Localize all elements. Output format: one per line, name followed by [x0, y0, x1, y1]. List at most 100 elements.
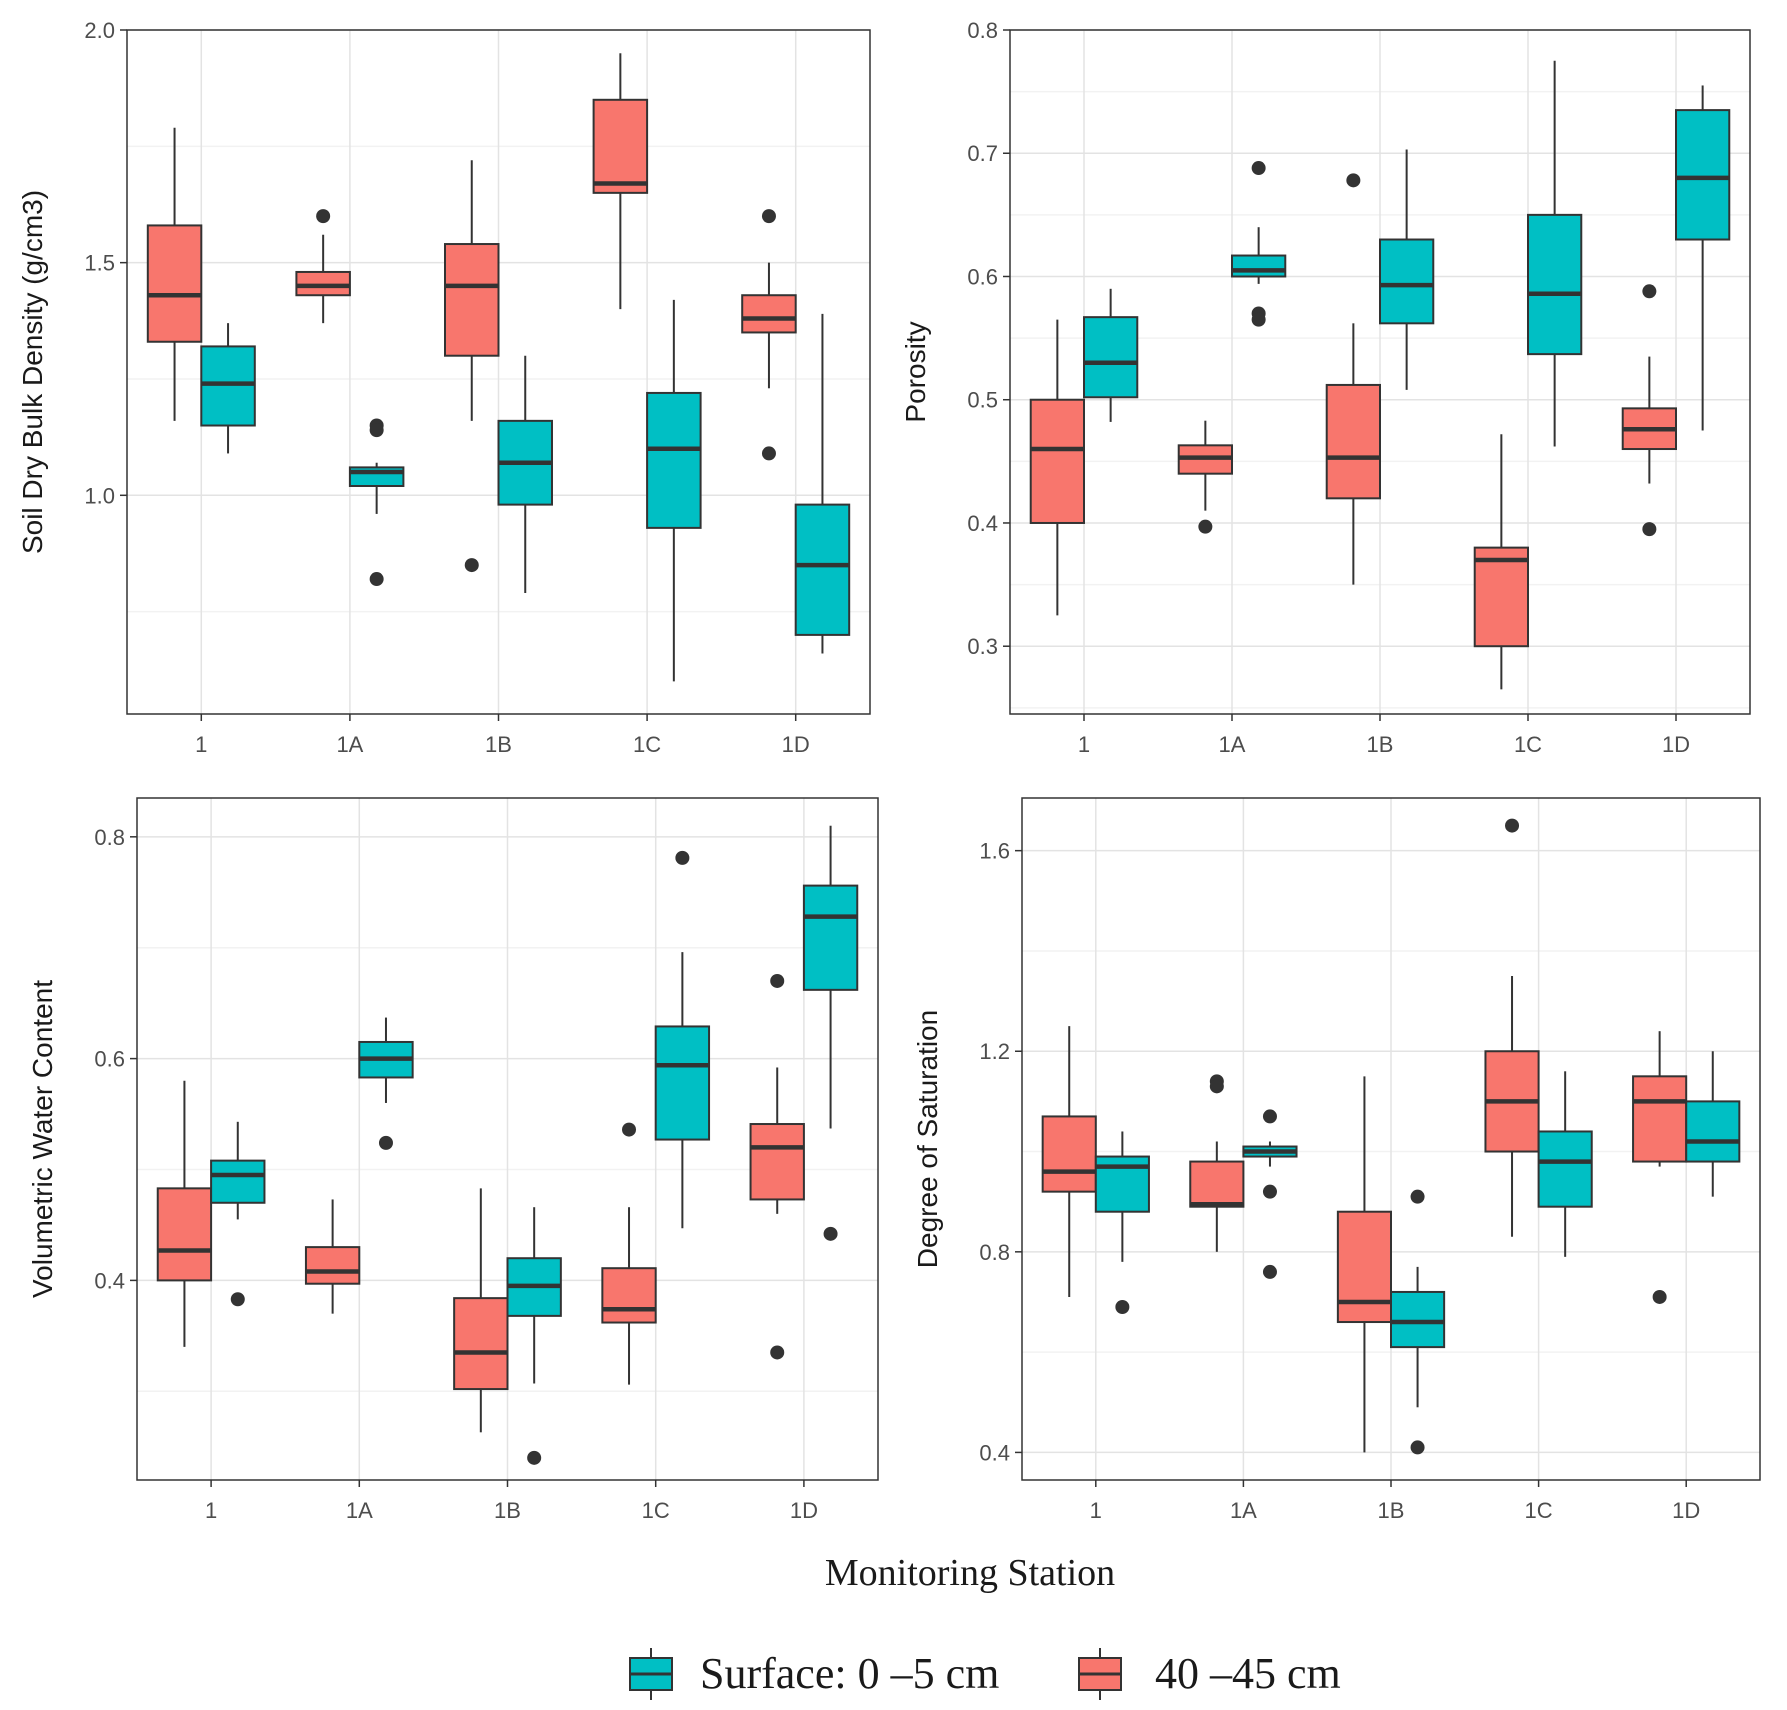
panel-1: 1.0 1.5 2.0 1 1A 1B 1C 1D Soil Dry Bulk Density … [17, 18, 871, 757]
box-surface-1D [1675, 85, 1731, 431]
panel-3: 0.4 0.6 0.8 1 1A 1B 1C 1D Volumetric Water Conte… [27, 797, 879, 1523]
box-surface-1A [348, 418, 405, 587]
box-iqr [592, 98, 649, 194]
outlier-point [675, 850, 690, 865]
x-tick-label: 1C [642, 1498, 670, 1523]
box-iqr [1685, 1100, 1741, 1163]
y-tick-label: 0.5 [967, 388, 998, 413]
outlier-point [1652, 1289, 1667, 1304]
box-iqr [1083, 316, 1139, 399]
x-tick-label: 1D [1662, 732, 1690, 757]
box-surface-1A [1231, 161, 1287, 327]
outlier-point [1209, 1079, 1224, 1094]
box-deep-1B [1325, 173, 1381, 585]
x-tick-label: 1A [336, 732, 363, 757]
box-surface-1B [506, 1207, 562, 1465]
outlier-point [1198, 519, 1213, 534]
y-tick-label: 0.6 [94, 1047, 125, 1072]
x-tick-label: 1C [633, 732, 661, 757]
panel-border [136, 797, 879, 1481]
x-tick-label: 1B [1378, 1498, 1405, 1523]
box-surface-1 [1094, 1131, 1150, 1314]
outlier-point [1642, 522, 1657, 537]
outlier-point [1346, 173, 1361, 188]
y-tick-label: 1.5 [84, 251, 115, 276]
box-deep-1D [741, 209, 797, 461]
legend-key-surface [629, 1648, 673, 1700]
y-tick-label: 1.0 [84, 483, 115, 508]
box-iqr [1675, 109, 1731, 241]
x-tick-label: 1 [1078, 732, 1090, 757]
box-surface-1C [654, 850, 711, 1229]
outlier-point [230, 1292, 245, 1307]
outlier-point [369, 572, 384, 587]
box-surface-1 [1083, 288, 1139, 422]
box-deep-1C [1473, 434, 1529, 690]
box-iqr [444, 243, 500, 357]
panel-border [1009, 29, 1751, 715]
box-iqr [741, 294, 797, 334]
box-iqr [1537, 1130, 1593, 1208]
outlier-point [770, 1345, 785, 1360]
box-deep-1 [1029, 319, 1085, 616]
y-axis-title: Porosity [900, 321, 931, 422]
y-tick-label: 0.4 [979, 1440, 1010, 1465]
box-deep-1A [304, 1199, 361, 1314]
x-tick-label: 1 [1090, 1498, 1102, 1523]
y-tick-label: 0.8 [94, 825, 125, 850]
outlier-point [1410, 1189, 1425, 1204]
box-surface-1D [794, 313, 851, 654]
box-iqr [1231, 254, 1287, 278]
box-surface-1C [1527, 60, 1583, 447]
box-surface-1B [497, 355, 553, 594]
y-tick-label: 1.2 [979, 1039, 1010, 1064]
y-tick-label: 0.8 [979, 1240, 1010, 1265]
y-tick-label: 2.0 [84, 18, 115, 43]
legend: Surface: 0 –5 cm 40 –45 cm [629, 1648, 1341, 1700]
box-deep-1 [146, 127, 203, 421]
outlier-point [823, 1226, 838, 1241]
box-iqr [1632, 1075, 1688, 1163]
x-tick-label: 1D [790, 1498, 818, 1523]
box-iqr [295, 270, 351, 297]
y-tick-label: 0.7 [967, 141, 998, 166]
box-iqr [1390, 1290, 1446, 1349]
x-tick-label: 1B [485, 732, 512, 757]
box-deep-1B [453, 1188, 509, 1433]
legend-label-surface: Surface: 0 –5 cm [700, 1649, 999, 1698]
box-surface-1C [1537, 1071, 1593, 1257]
box-deep-1B [1336, 1076, 1393, 1453]
outlier-point [1262, 1184, 1277, 1199]
box-surface-1 [210, 1121, 266, 1307]
outlier-point [1262, 1109, 1277, 1124]
box-deep-1C [601, 1122, 657, 1385]
box-iqr [794, 503, 851, 636]
x-tick-label: 1D [1672, 1498, 1700, 1523]
box-surface-1B [1390, 1189, 1446, 1455]
y-tick-label: 0.4 [94, 1268, 125, 1293]
x-tick-label: 1A [346, 1498, 373, 1523]
box-iqr [210, 1159, 266, 1204]
x-tick-label: 1C [1525, 1498, 1553, 1523]
box-iqr [802, 884, 859, 991]
x-tick-label: 1B [1367, 732, 1394, 757]
box-iqr [1473, 546, 1529, 648]
outlier-point [1410, 1440, 1425, 1455]
box-deep-1D [749, 973, 805, 1360]
box-deep-1B [444, 160, 500, 573]
box-surface-1A [1242, 1109, 1298, 1279]
panel-border [1021, 797, 1761, 1481]
box-iqr [1189, 1160, 1245, 1208]
box-iqr [1527, 213, 1583, 356]
outlier-point [1505, 818, 1520, 833]
panel-2: 0.3 0.4 0.5 0.6 0.7 0.8 1 1A 1B 1C 1D Porosity [900, 18, 1751, 757]
outlier-point [1251, 312, 1266, 327]
box-iqr [646, 391, 702, 529]
panel-4: 0.4 0.8 1.2 1.6 1 1A 1B 1C 1D Degree of Saturatio… [912, 797, 1761, 1523]
outlier-point [622, 1122, 637, 1137]
box-deep-1D [1632, 1031, 1688, 1304]
outlier-point [1262, 1264, 1277, 1279]
y-tick-label: 0.4 [967, 511, 998, 536]
x-tick-label: 1C [1514, 732, 1542, 757]
